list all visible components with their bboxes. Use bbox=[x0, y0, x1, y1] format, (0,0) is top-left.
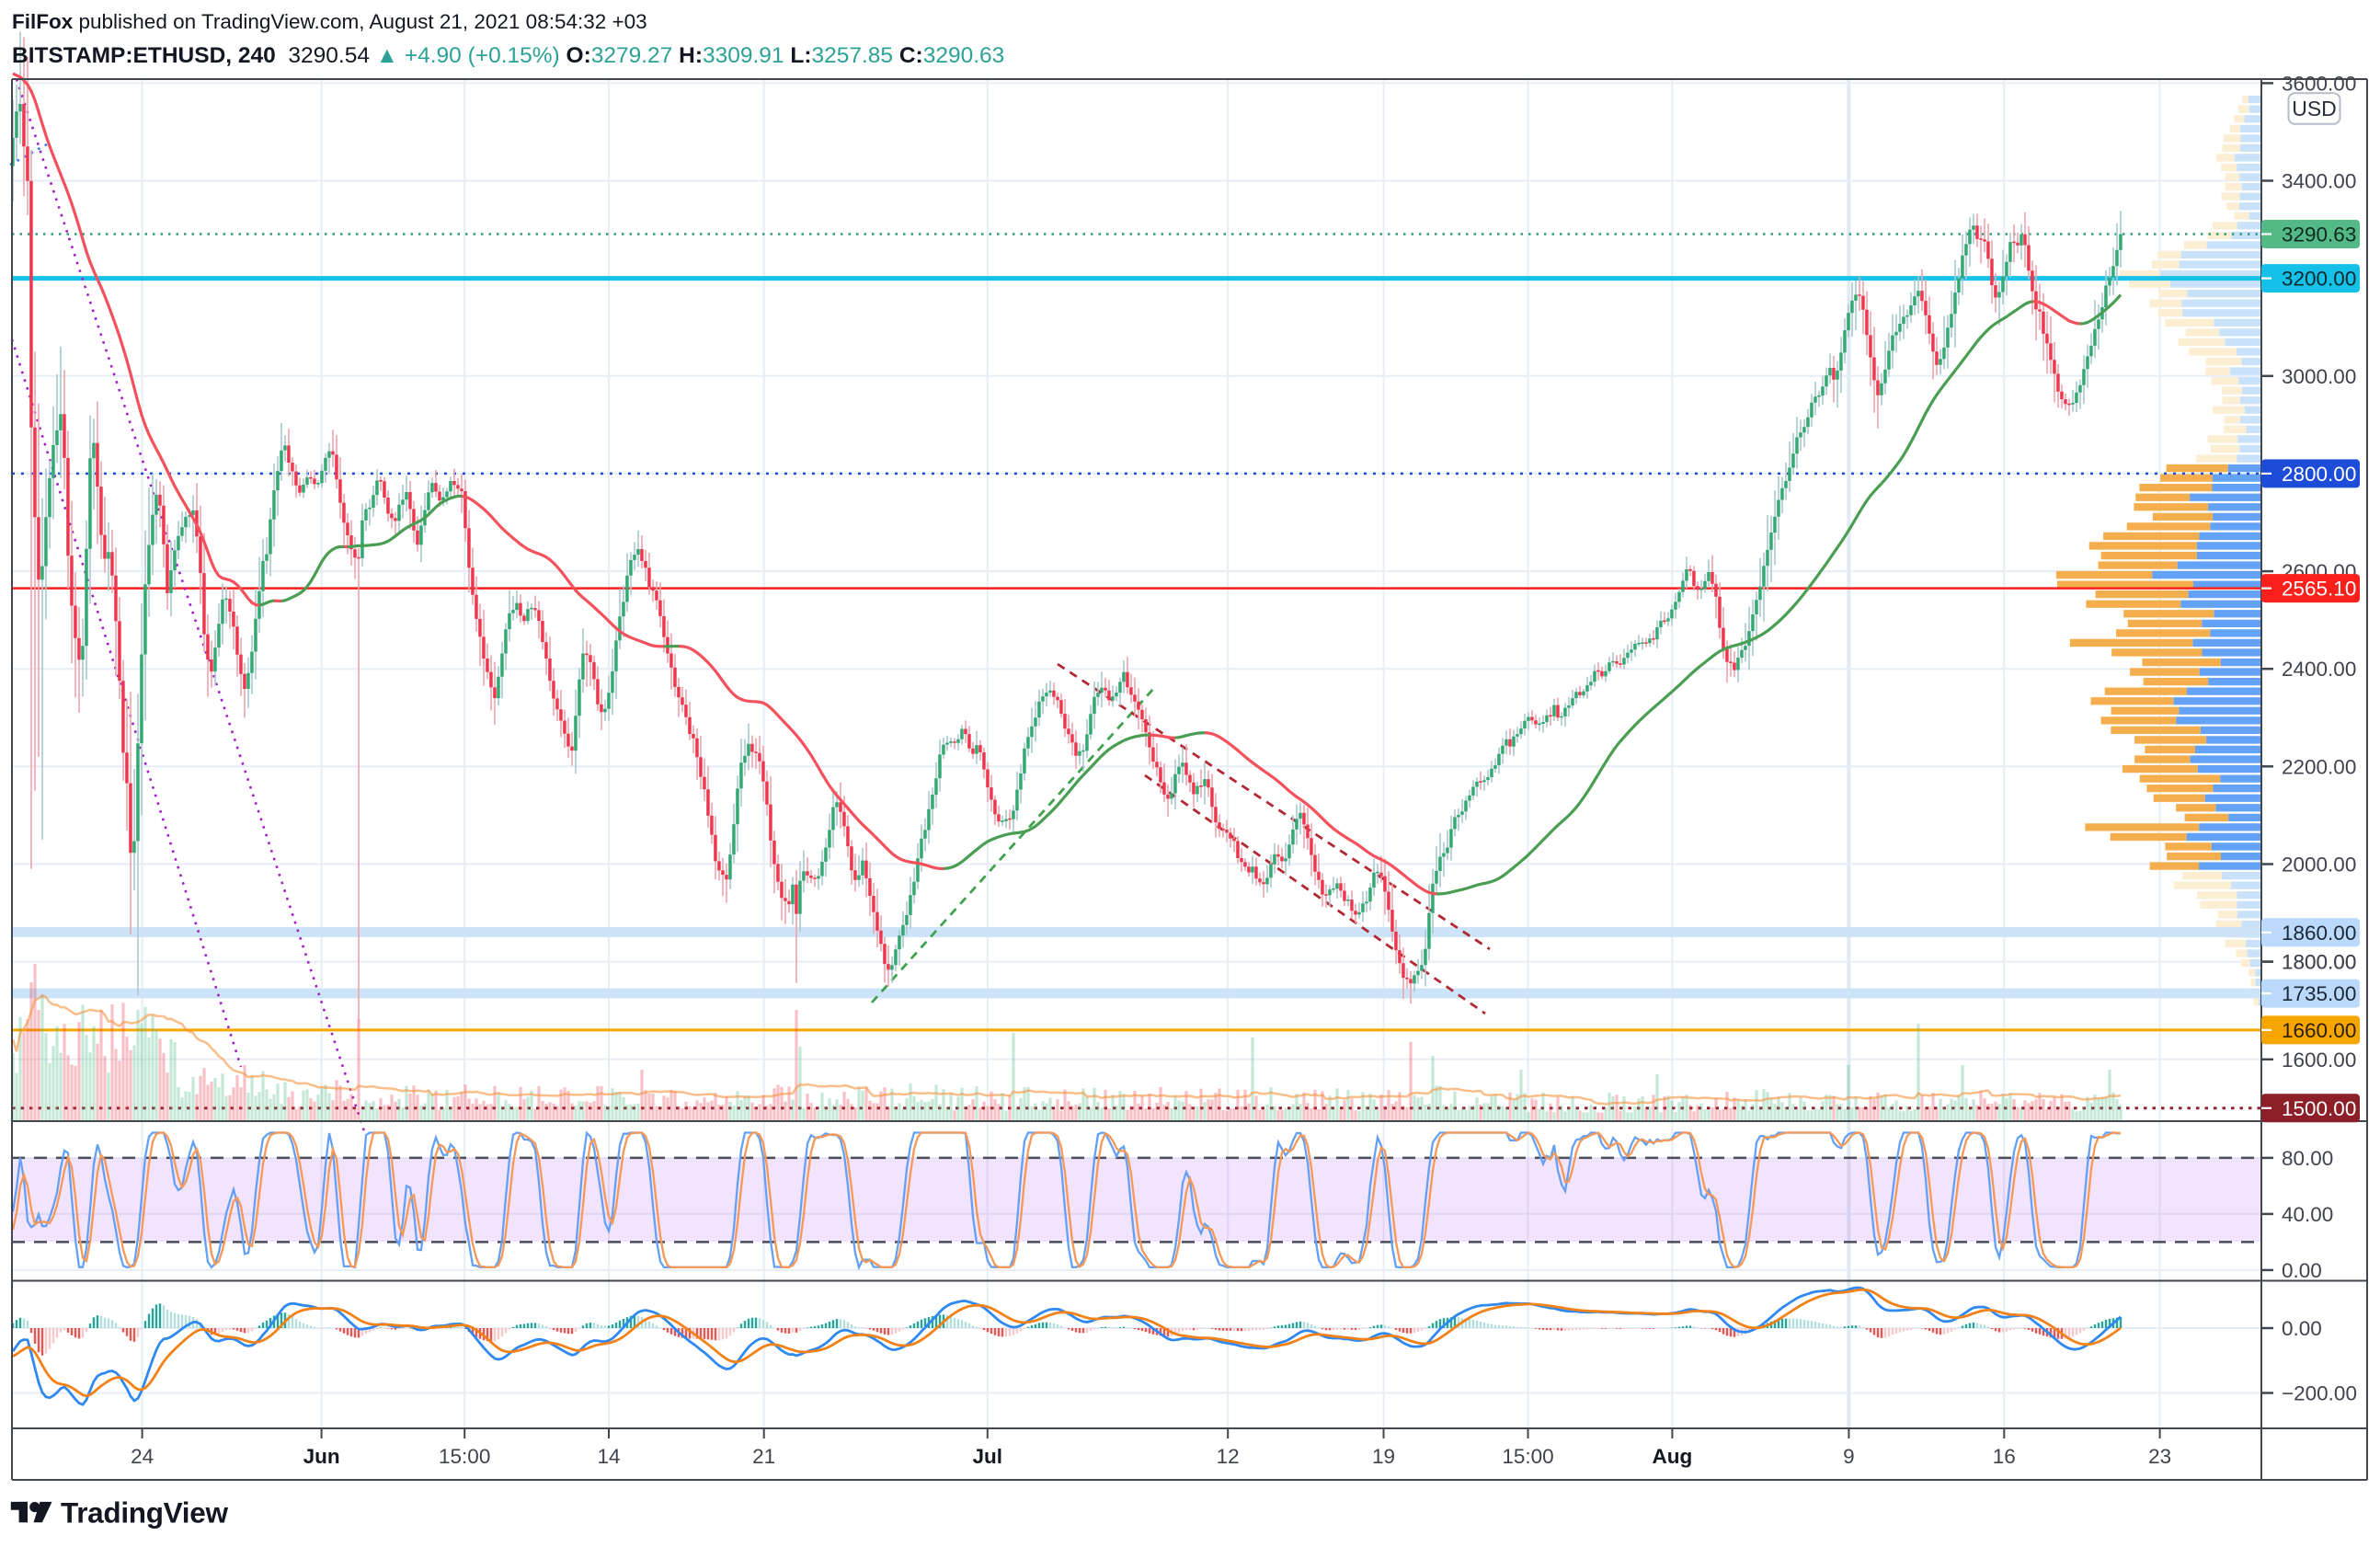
svg-text:12: 12 bbox=[1217, 1445, 1240, 1468]
svg-text:19: 19 bbox=[1372, 1445, 1395, 1468]
svg-text:1735.00: 1735.00 bbox=[2282, 982, 2356, 1005]
svg-text:3000.00: 3000.00 bbox=[2282, 365, 2356, 388]
svg-text:1800.00: 1800.00 bbox=[2282, 951, 2356, 974]
svg-text:40.00: 40.00 bbox=[2282, 1203, 2333, 1226]
svg-text:1800.00: 1800.00 bbox=[2282, 951, 2356, 974]
svg-text:Jun: Jun bbox=[303, 1445, 340, 1468]
svg-text:23: 23 bbox=[2148, 1445, 2171, 1468]
svg-text:14: 14 bbox=[597, 1445, 620, 1468]
svg-text:TradingView: TradingView bbox=[61, 1496, 228, 1530]
svg-text:80.00: 80.00 bbox=[2282, 1147, 2333, 1170]
svg-text:15:00: 15:00 bbox=[439, 1445, 490, 1468]
svg-text:24: 24 bbox=[131, 1445, 154, 1468]
svg-text:Jul: Jul bbox=[973, 1445, 1003, 1468]
svg-text:3600.00: 3600.00 bbox=[2282, 72, 2356, 95]
svg-text:16: 16 bbox=[1993, 1445, 2016, 1468]
svg-text:0.00: 0.00 bbox=[2282, 1259, 2322, 1282]
svg-text:Aug: Aug bbox=[1653, 1445, 1693, 1468]
svg-text:3400.00: 3400.00 bbox=[2282, 170, 2356, 193]
svg-text:2200.00: 2200.00 bbox=[2282, 755, 2356, 778]
svg-text:2565.10: 2565.10 bbox=[2282, 578, 2356, 601]
svg-text:1500.00: 1500.00 bbox=[2282, 1097, 2356, 1120]
svg-text:21: 21 bbox=[752, 1445, 775, 1468]
svg-text:1600.00: 1600.00 bbox=[2282, 1049, 2356, 1071]
svg-text:3200.00: 3200.00 bbox=[2282, 268, 2356, 291]
svg-text:9: 9 bbox=[1843, 1445, 1855, 1468]
svg-text:1660.00: 1660.00 bbox=[2282, 1019, 2356, 1042]
svg-text:USD: USD bbox=[2292, 97, 2337, 120]
svg-text:2400.00: 2400.00 bbox=[2282, 658, 2356, 681]
svg-text:2000.00: 2000.00 bbox=[2282, 854, 2356, 877]
svg-text:15:00: 15:00 bbox=[1502, 1445, 1553, 1468]
svg-text:1860.00: 1860.00 bbox=[2282, 922, 2356, 945]
svg-text:FilFox published on TradingVie: FilFox published on TradingView.com, Aug… bbox=[12, 10, 647, 33]
svg-text:2800.00: 2800.00 bbox=[2282, 463, 2356, 486]
svg-text:BITSTAMP:ETHUSD, 240 3290.54: BITSTAMP:ETHUSD, 240 3290.54 ▲ +4.90 (+0… bbox=[12, 43, 1004, 68]
svg-text:3290.63: 3290.63 bbox=[2282, 223, 2356, 246]
svg-text:0.00: 0.00 bbox=[2282, 1317, 2322, 1340]
svg-text:−200.00: −200.00 bbox=[2282, 1382, 2357, 1405]
